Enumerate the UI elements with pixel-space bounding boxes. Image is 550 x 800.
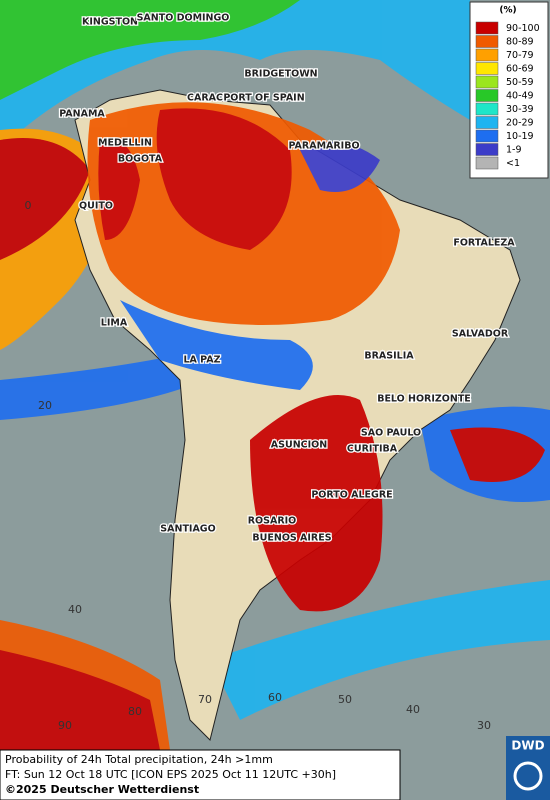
legend-label: 80-89: [506, 37, 534, 48]
longitude-label: 30: [477, 719, 491, 732]
city-label: QUITO: [79, 201, 113, 212]
city-label: ROSARIO: [248, 516, 297, 527]
precip-area: [210, 580, 550, 720]
city-label: CURITIBA: [347, 444, 398, 455]
city-label: ASUNCION: [271, 440, 327, 451]
legend-label: <1: [506, 158, 520, 169]
footer-box: [0, 749, 401, 800]
legend-swatch: [475, 89, 499, 102]
longitude-label: 50: [338, 693, 352, 706]
city-label: PORTO ALEGRE: [311, 490, 392, 501]
city-label: MEDELLIN: [98, 138, 152, 149]
precip-area: [0, 0, 300, 100]
legend-swatch: [475, 62, 499, 75]
land-precip: [87, 102, 400, 612]
legend-swatch: [475, 35, 499, 48]
legend-swatch: [475, 116, 499, 129]
city-label: PORT OF SPAIN: [223, 93, 304, 104]
legend-swatch: [475, 21, 499, 35]
precip-area: [120, 300, 313, 390]
city-label: BUENOS AIRES: [252, 533, 331, 544]
city-label: BRIDGETOWN: [244, 69, 317, 80]
legend-swatch: [475, 156, 499, 170]
city-label: LA PAZ: [183, 355, 220, 366]
city-label: SANTO DOMINGO: [137, 13, 230, 24]
legend-label: 1-9: [506, 145, 522, 156]
city-label: KINGSTON: [82, 17, 138, 28]
legend-title: (%): [499, 6, 516, 16]
footer-forecast: FT: Sun 12 Oct 18 UTC [ICON EPS 2025 Oct…: [5, 768, 336, 781]
legend-label: 50-59: [506, 77, 534, 88]
legend-label: 70-79: [506, 50, 534, 61]
precip-area: [250, 395, 383, 612]
precip-area: [98, 138, 140, 240]
footer-copyright: ©2025 Deutscher Wetterdienst: [5, 783, 199, 796]
latitude-label: 20: [38, 399, 52, 412]
precip-area: [156, 108, 292, 250]
legend-label: 40-49: [506, 91, 534, 102]
city-label: PANAMA: [59, 109, 105, 120]
city-label: FORTALEZA: [453, 238, 515, 249]
legend-swatch: [475, 143, 499, 156]
precip-area: [450, 427, 545, 482]
precip-area: [0, 138, 90, 260]
legend-swatch: [475, 129, 499, 143]
city-label: BELO HORIZONTE: [377, 394, 471, 405]
city-label: SANTIAGO: [160, 524, 215, 535]
precip-area: [300, 142, 380, 192]
city-label: SALVADOR: [452, 329, 509, 340]
legend-label: 30-39: [506, 104, 534, 115]
longitude-label: 90: [58, 719, 72, 732]
legend-label: 20-29: [506, 118, 534, 129]
city-label: SAO PAULO: [361, 428, 421, 439]
longitude-label: 70: [198, 693, 212, 706]
latitude-label: 40: [68, 603, 82, 616]
logo-icon: [513, 761, 543, 791]
city-label: PARAMARIBO: [288, 141, 359, 152]
latitude-label: 0: [25, 199, 32, 212]
city-label: CARAC: [187, 93, 223, 104]
city-label: BOGOTA: [118, 154, 163, 165]
legend-label: 90-100: [506, 23, 540, 34]
precip-area: [0, 650, 160, 750]
longitude-label: 60: [268, 691, 282, 704]
longitude-label: 80: [128, 705, 142, 718]
footer-title: Probability of 24h Total precipitation, …: [5, 753, 273, 766]
legend-swatch: [475, 75, 499, 89]
city-label: LIMA: [101, 318, 128, 329]
legend-swatch: [475, 48, 499, 62]
city-label: BRASILIA: [364, 351, 414, 362]
legend-swatch: [475, 102, 499, 116]
legend-label: 10-19: [506, 131, 534, 142]
longitude-label: 40: [406, 703, 420, 716]
logo-text: DWD: [511, 739, 544, 753]
legend-label: 60-69: [506, 64, 534, 75]
